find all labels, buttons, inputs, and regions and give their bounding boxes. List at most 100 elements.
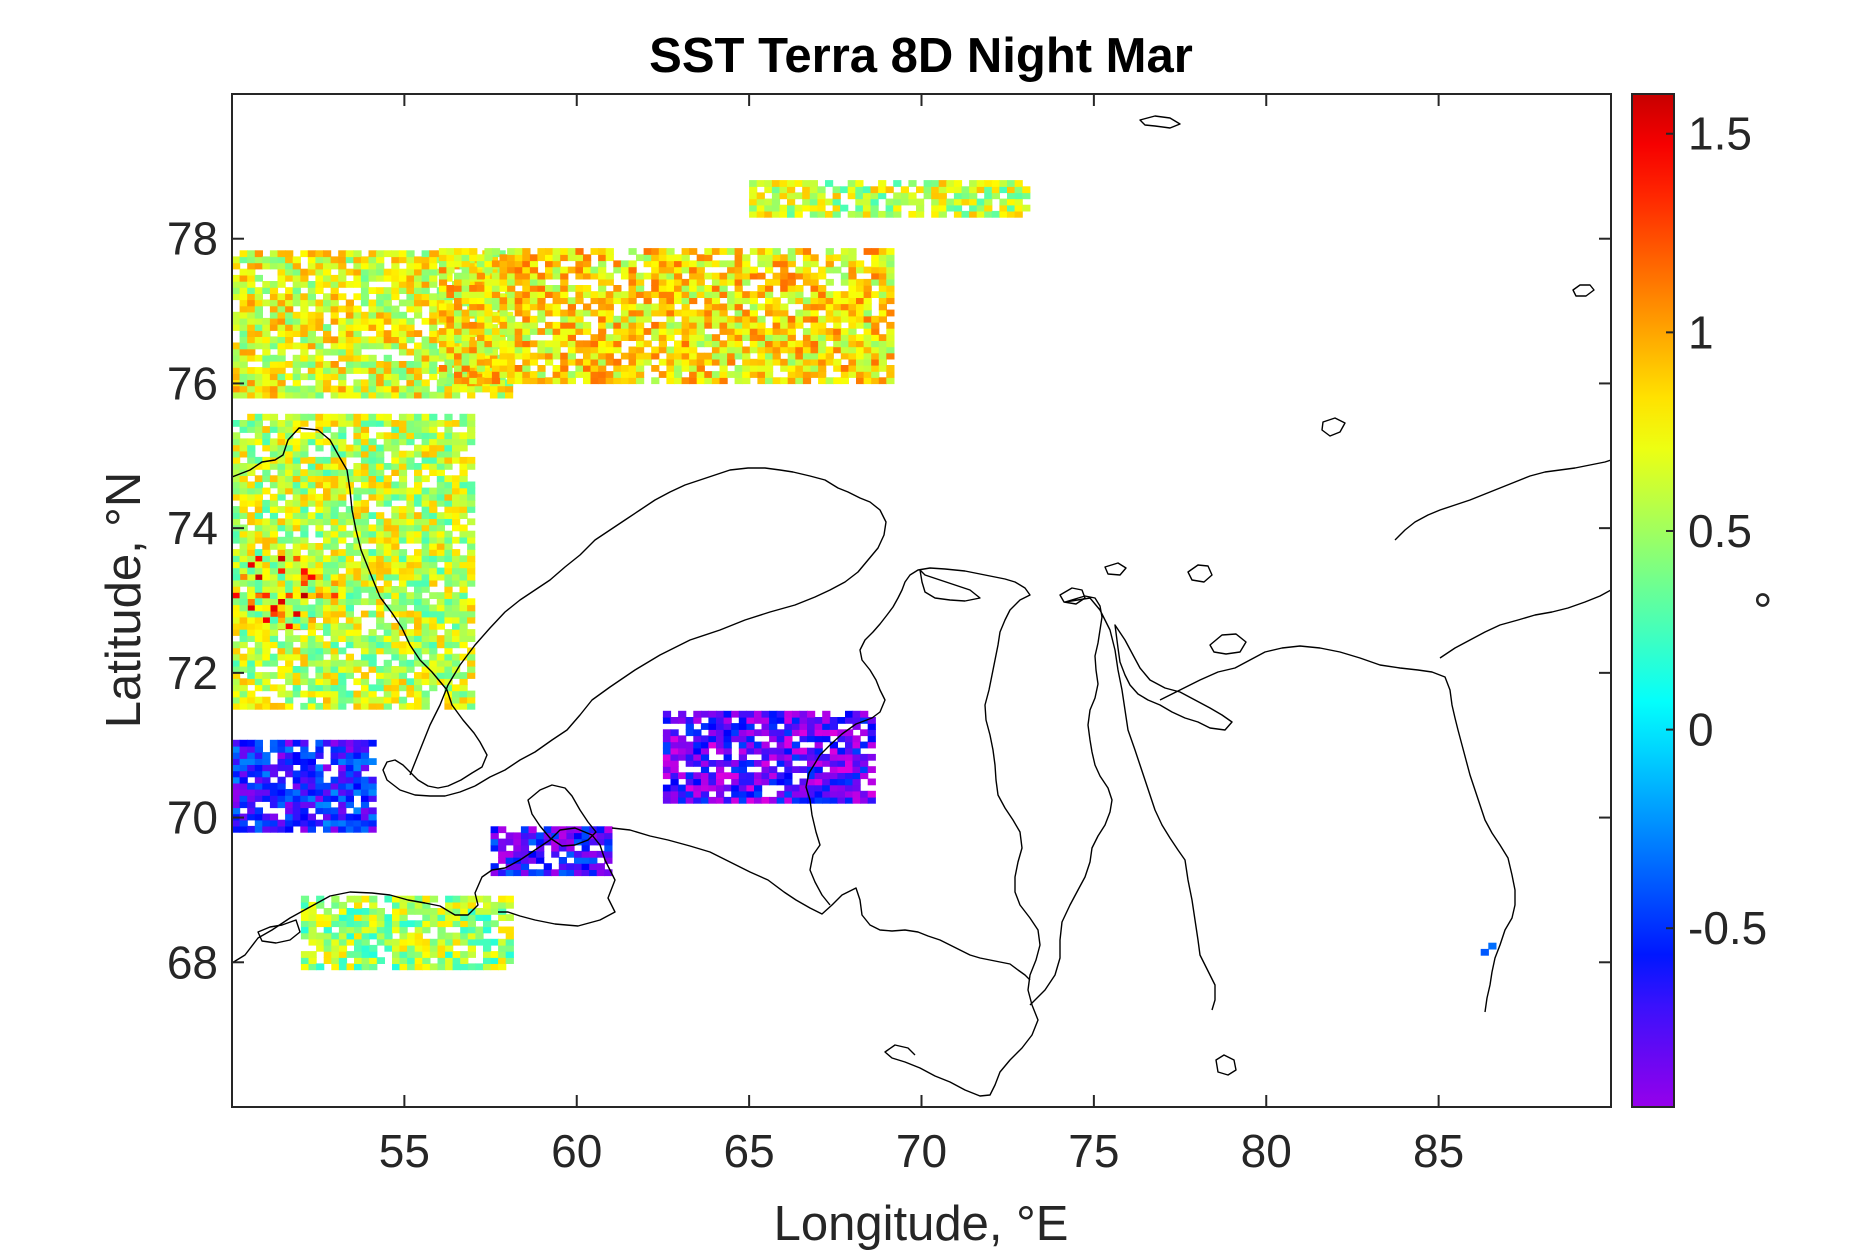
sst-pixel	[476, 358, 485, 366]
sst-pixel	[315, 256, 324, 264]
sst-pixel	[345, 367, 354, 374]
sst-pixel	[269, 604, 279, 612]
sst-pixel	[558, 844, 567, 852]
sst-pixel	[856, 334, 865, 341]
sst-pixel	[422, 944, 431, 952]
sst-pixel	[476, 328, 485, 335]
sst-pixel	[871, 371, 880, 378]
sst-pixel	[406, 336, 415, 344]
sst-pixel	[522, 285, 531, 292]
sst-pixel	[269, 493, 279, 501]
sst-pixel	[330, 456, 339, 464]
sst-pixel	[353, 420, 362, 427]
sst-pixel	[437, 908, 446, 915]
sst-pixel	[391, 512, 400, 519]
sst-pixel	[429, 963, 439, 971]
sst-pixel	[323, 690, 332, 698]
sst-pixel	[277, 611, 286, 618]
sst-pixel	[636, 315, 645, 323]
sst-pixel	[269, 641, 279, 649]
sst-pixel	[254, 499, 263, 507]
sst-pixel	[716, 723, 725, 730]
sst-pixel	[338, 463, 347, 470]
sst-pixel	[628, 346, 637, 354]
sst-pixel	[658, 285, 667, 292]
sst-pixel	[746, 710, 755, 718]
sst-pixel	[837, 717, 846, 724]
sst-pixel	[277, 348, 286, 356]
sst-pixel	[991, 186, 1000, 194]
sst-pixel	[398, 385, 408, 393]
sst-pixel	[429, 524, 438, 532]
sst-pixel	[678, 747, 687, 755]
sst-pixel	[414, 963, 423, 971]
sst-pixel	[467, 579, 476, 587]
sst-pixel	[840, 297, 849, 305]
sst-pixel	[429, 635, 438, 642]
sst-pixel	[643, 315, 652, 323]
sst-pixel	[529, 315, 539, 323]
sst-pixel	[330, 543, 339, 550]
sst-pixel	[799, 735, 808, 743]
sst-pixel	[734, 248, 743, 255]
sst-pixel	[376, 391, 385, 399]
sst-pixel	[247, 536, 256, 544]
sst-pixel	[662, 710, 672, 718]
sst-pixel	[787, 260, 796, 268]
sst-pixel	[277, 666, 286, 673]
sst-pixel	[837, 729, 846, 737]
sst-pixel	[716, 796, 725, 804]
sst-pixel	[696, 272, 705, 280]
sst-pixel	[886, 321, 895, 329]
sst-pixel	[338, 795, 347, 802]
sst-pixel	[360, 678, 370, 686]
sst-pixel	[292, 555, 301, 563]
sst-pixel	[953, 204, 963, 212]
sst-pixel	[636, 272, 645, 280]
sst-pixel	[360, 481, 370, 489]
sst-pixel	[262, 617, 271, 624]
sst-pixel	[444, 438, 453, 446]
sst-pixel	[323, 420, 332, 427]
sst-pixel	[277, 342, 286, 350]
sst-pixel	[734, 352, 743, 360]
sst-pixel	[893, 210, 902, 218]
sst-pixel	[292, 647, 301, 655]
sst-pixel	[658, 248, 667, 255]
sst-pixel	[353, 487, 362, 495]
sst-pixel	[583, 254, 592, 262]
sst-pixel	[852, 717, 861, 724]
sst-pixel	[421, 629, 430, 636]
sst-pixel	[833, 365, 842, 372]
sst-pixel	[598, 321, 607, 329]
sst-pixel	[254, 324, 263, 331]
sst-pixel	[239, 819, 248, 827]
sst-pixel	[666, 272, 675, 280]
sst-pixel	[232, 549, 241, 556]
sst-pixel	[247, 752, 256, 759]
sst-pixel	[491, 291, 501, 298]
sst-pixel	[300, 908, 310, 915]
sst-pixel	[498, 901, 507, 909]
sst-pixel	[323, 678, 332, 686]
sst-pixel	[338, 622, 347, 630]
sst-pixel	[323, 361, 332, 368]
sst-pixel	[552, 248, 561, 255]
sst-pixel	[779, 180, 788, 187]
sst-pixel	[560, 365, 569, 372]
sst-pixel	[574, 838, 583, 846]
sst-pixel	[315, 745, 324, 753]
sst-pixel	[829, 717, 838, 724]
sst-pixel	[277, 579, 286, 587]
sst-pixel	[444, 493, 453, 501]
sst-pixel	[795, 346, 804, 354]
sst-pixel	[353, 807, 362, 815]
sst-pixel	[807, 735, 816, 743]
sst-pixel	[307, 475, 316, 483]
sst-pixel	[784, 760, 793, 767]
sst-pixel	[491, 278, 501, 286]
sst-pixel	[285, 438, 294, 446]
sst-pixel	[818, 365, 827, 372]
sst-pixel	[239, 475, 248, 483]
sst-pixel	[323, 469, 332, 476]
